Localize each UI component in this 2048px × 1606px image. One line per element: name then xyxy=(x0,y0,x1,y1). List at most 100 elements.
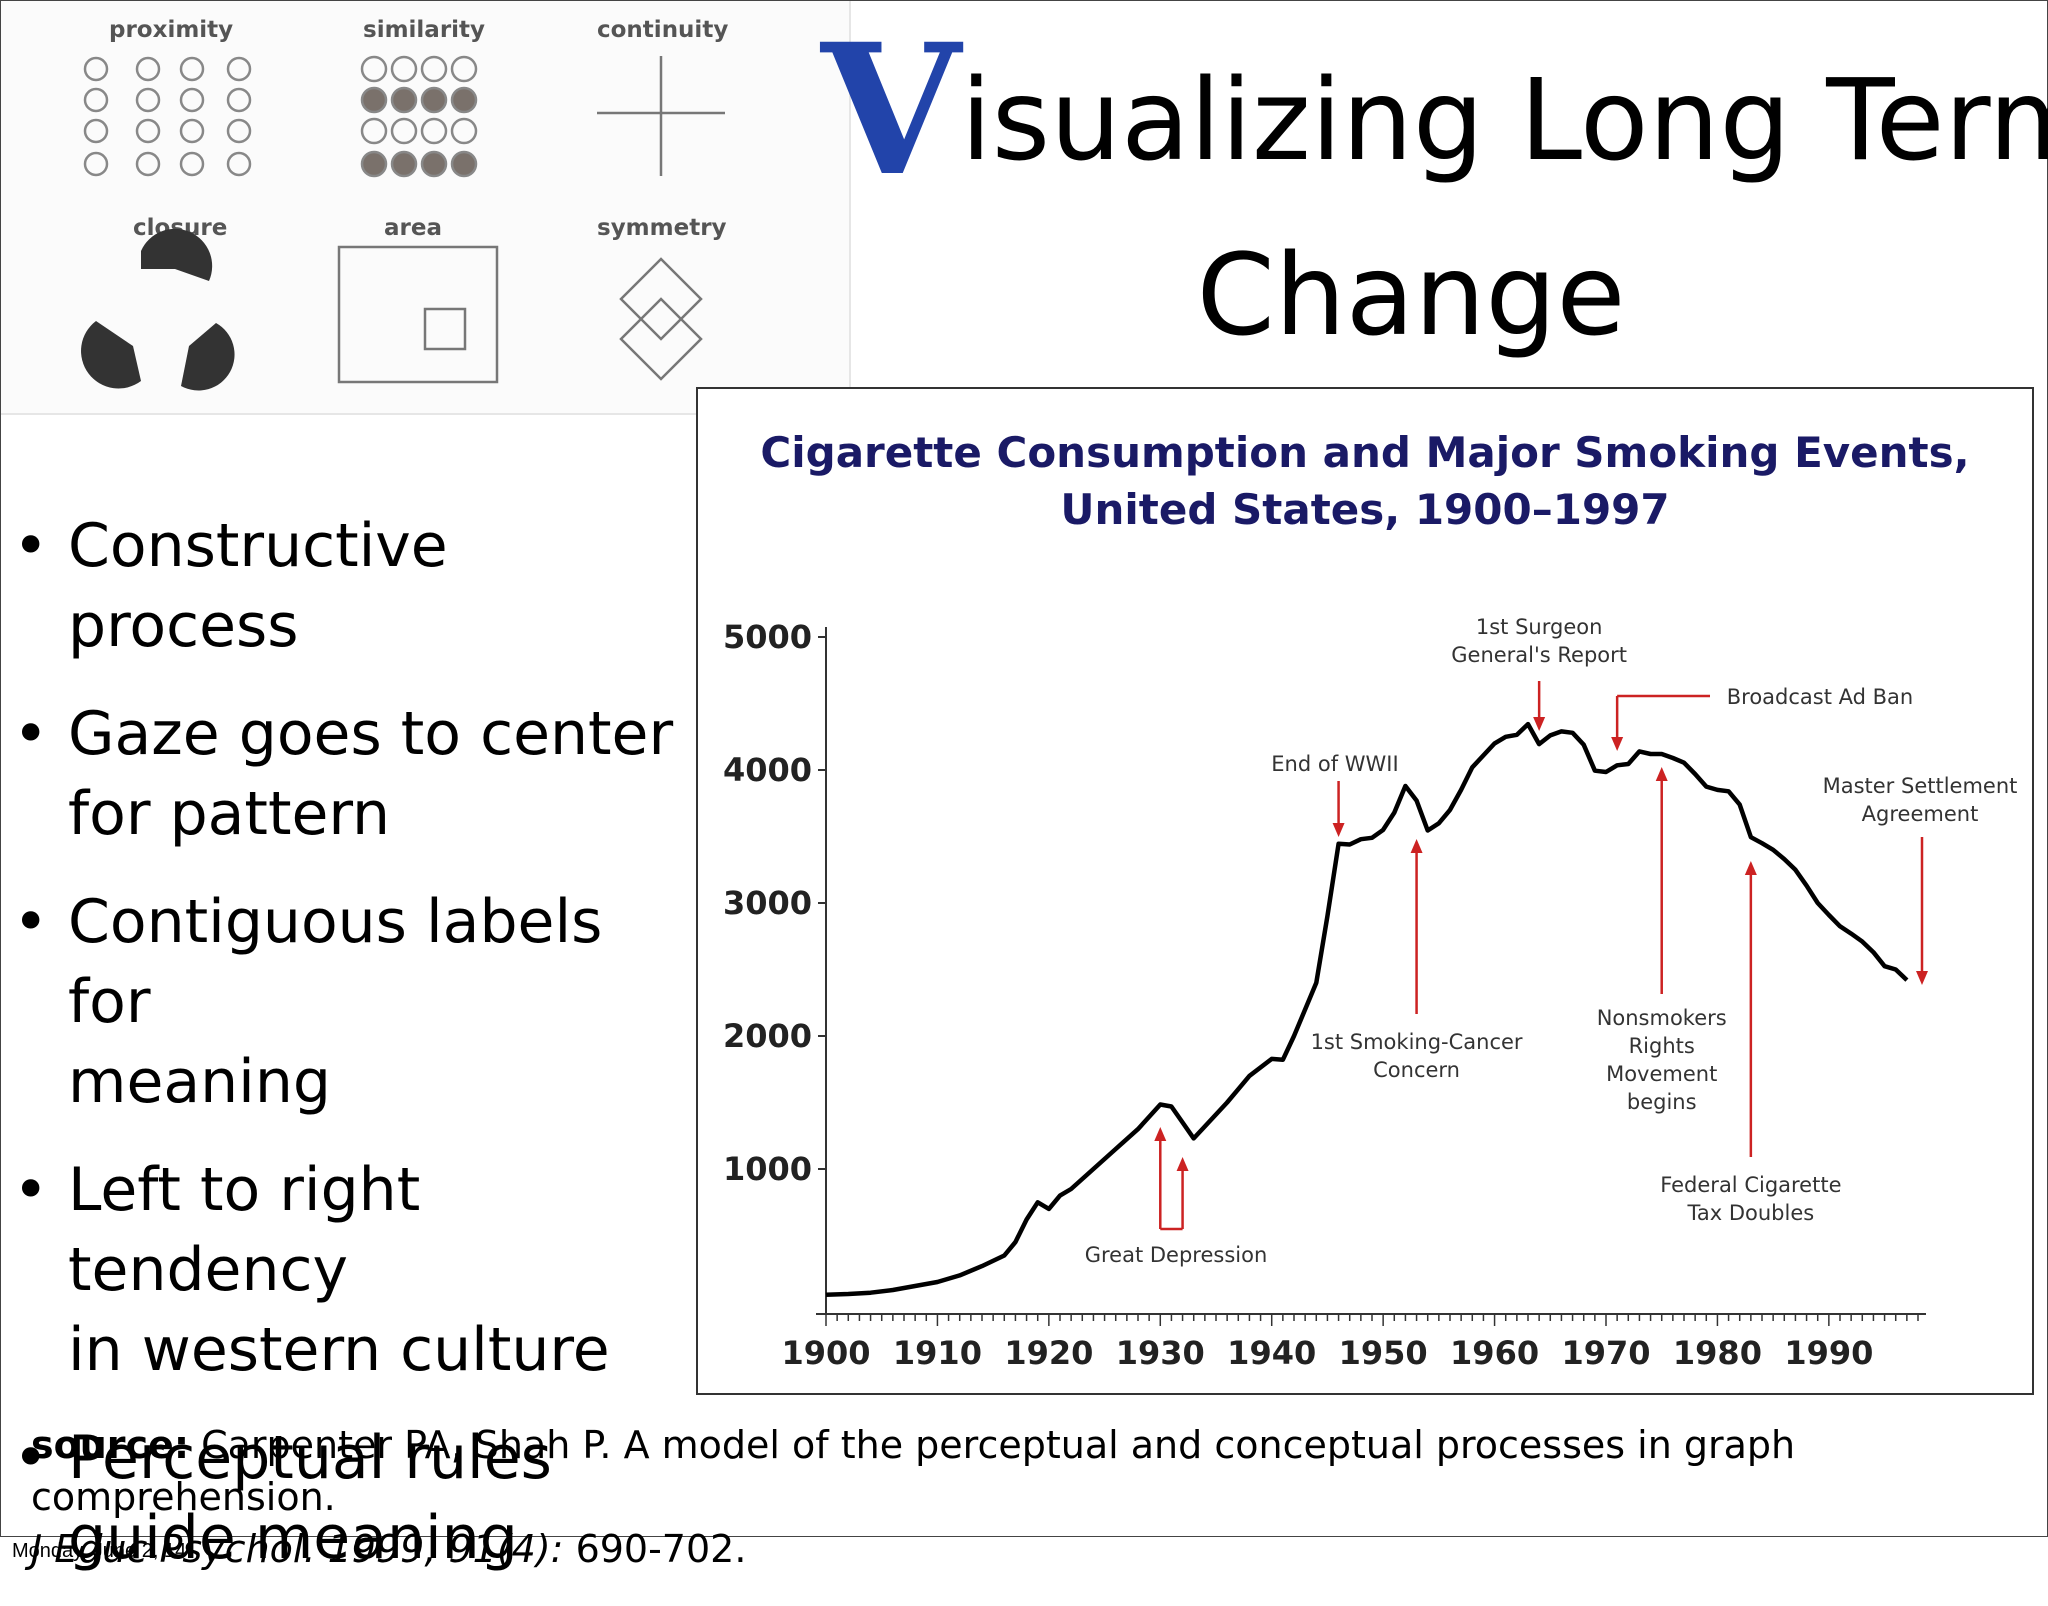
proximity-dot xyxy=(179,151,205,177)
proximity-dot xyxy=(226,151,252,177)
tax-arrow-head xyxy=(1744,861,1757,875)
bullet-text: Constructive process xyxy=(68,511,448,661)
proximity-dot xyxy=(83,87,109,113)
proximity-dot xyxy=(179,118,205,144)
x-tick-label: 1940 xyxy=(1227,1334,1316,1372)
similarity-dot xyxy=(420,117,448,145)
slide: proximity similarity continuity closure … xyxy=(0,0,2048,1573)
annotation-great-depression: Great Depression xyxy=(1085,1243,1268,1267)
source-text: Carpenter PA, Shah P. A model of the per… xyxy=(31,1423,1796,1519)
footer-date: Monday, June 2, 14 xyxy=(12,1540,187,1562)
smoking-cancer-arrow-head xyxy=(1410,839,1423,853)
x-tick-label: 1920 xyxy=(1004,1334,1093,1372)
proximity-dot xyxy=(135,87,161,113)
closure-figure xyxy=(81,228,235,391)
bullet-text-continued: for pattern xyxy=(68,779,391,849)
similarity-dot xyxy=(450,55,478,83)
continuity-figure xyxy=(597,56,725,176)
y-tick-label: 5000 xyxy=(723,618,812,656)
proximity-dot xyxy=(83,118,109,144)
similarity-figure xyxy=(360,55,478,178)
similarity-dot xyxy=(360,150,388,178)
annotation-smoking-cancer: 1st Smoking-Cancer xyxy=(1311,1030,1523,1054)
proximity-dot xyxy=(226,118,252,144)
annotation-broadcast-ad-ban: Broadcast Ad Ban xyxy=(1727,685,1913,709)
label-similarity: similarity xyxy=(363,17,486,43)
ad-ban-arrow-head xyxy=(1611,737,1624,751)
y-tick-label: 1000 xyxy=(723,1150,812,1188)
similarity-dot xyxy=(450,117,478,145)
wwii-arrow-head xyxy=(1332,823,1345,837)
title-initial: V xyxy=(821,5,961,216)
proximity-dot xyxy=(135,56,161,82)
proximity-dot xyxy=(83,151,109,177)
master-settlement-arrow-head xyxy=(1916,971,1928,985)
annotation-master-settlement: Agreement xyxy=(1862,802,1979,826)
proximity-dot xyxy=(135,118,161,144)
proximity-figure xyxy=(83,56,252,177)
cigarette-consumption-chart: Cigarette Consumption and Major Smoking … xyxy=(723,428,2018,1372)
label-proximity: proximity xyxy=(109,17,234,43)
annotation-federal-tax: Federal Cigarette xyxy=(1660,1173,1841,1197)
bullet-text: Contiguous labels for xyxy=(68,887,603,1037)
x-tick-label: 1930 xyxy=(1116,1334,1205,1372)
annotation-nonsmokers-rights: begins xyxy=(1627,1090,1697,1114)
proximity-dot xyxy=(179,56,205,82)
x-tick-label: 1970 xyxy=(1561,1334,1650,1372)
proximity-dot xyxy=(226,56,252,82)
bullet-dot-icon: • xyxy=(13,1155,49,1225)
annotation-master-settlement: Master Settlement xyxy=(1823,774,2018,798)
bullet-dot-icon: • xyxy=(13,699,49,769)
title-line1: isualizing Long Term xyxy=(960,56,2048,186)
similarity-dot xyxy=(360,86,388,114)
proximity-dot xyxy=(179,87,205,113)
similarity-dot xyxy=(390,86,418,114)
surgeon-general-arrow-head xyxy=(1533,717,1546,731)
consumption-line xyxy=(825,721,1909,1298)
similarity-dot xyxy=(420,55,448,83)
label-area: area xyxy=(384,215,442,241)
similarity-dot xyxy=(360,55,388,83)
annotation-end-of-wwii: End of WWII xyxy=(1271,752,1398,776)
source-journal: J Educ Psychol. 1999, 91(4): xyxy=(31,1527,564,1571)
similarity-dot xyxy=(360,117,388,145)
annotation-nonsmokers-rights: Nonsmokers xyxy=(1597,1006,1727,1030)
similarity-dot xyxy=(450,150,478,178)
x-tick-label: 1990 xyxy=(1784,1334,1873,1372)
bullet-item: • Perceptual rules guide meaning xyxy=(13,1418,693,1578)
bullet-text: Perceptual rules xyxy=(68,1423,552,1493)
bullet-dot-icon: • xyxy=(13,511,49,581)
y-tick-label: 2000 xyxy=(723,1017,812,1055)
great-depression-arrow-2-head xyxy=(1176,1157,1189,1171)
bullet-text: Gaze goes to center xyxy=(68,699,674,769)
annotation-nonsmokers-rights: Rights xyxy=(1629,1034,1695,1058)
gestalt-principles-panel: proximity similarity continuity closure … xyxy=(1,1,851,415)
bullet-item: • Constructive process xyxy=(13,506,693,666)
label-symmetry: symmetry xyxy=(597,215,727,241)
chart-title-line1: Cigarette Consumption and Major Smoking … xyxy=(760,428,1969,477)
proximity-dot xyxy=(83,56,109,82)
annotation-federal-tax: Tax Doubles xyxy=(1687,1201,1815,1225)
similarity-dot xyxy=(390,117,418,145)
bullet-text: Left to right tendency xyxy=(68,1155,421,1305)
symmetry-figure xyxy=(619,257,703,381)
bullet-item: • Gaze goes to center for pattern xyxy=(13,694,693,854)
annotation-nonsmokers-rights: Movement xyxy=(1606,1062,1717,1086)
gestalt-figures xyxy=(81,55,725,391)
area-figure xyxy=(337,245,499,384)
y-tick-label: 4000 xyxy=(723,751,812,789)
nonsmokers-arrow-head xyxy=(1655,767,1668,781)
bullet-text-continued: in western culture xyxy=(68,1315,610,1385)
bullet-text-continued: meaning xyxy=(68,1047,331,1117)
similarity-dot xyxy=(420,86,448,114)
x-tick-label: 1950 xyxy=(1339,1334,1428,1372)
great-depression-arrow-1-head xyxy=(1154,1127,1167,1141)
similarity-dot xyxy=(450,86,478,114)
bullet-text-continued: guide meaning xyxy=(68,1503,518,1573)
x-tick-label: 1980 xyxy=(1673,1334,1762,1372)
similarity-dot xyxy=(420,150,448,178)
x-tick-label: 1960 xyxy=(1450,1334,1539,1372)
annotation-smoking-cancer: Concern xyxy=(1373,1058,1460,1082)
source-label: source: xyxy=(31,1423,190,1467)
source-pages: 690-702. xyxy=(575,1527,747,1571)
